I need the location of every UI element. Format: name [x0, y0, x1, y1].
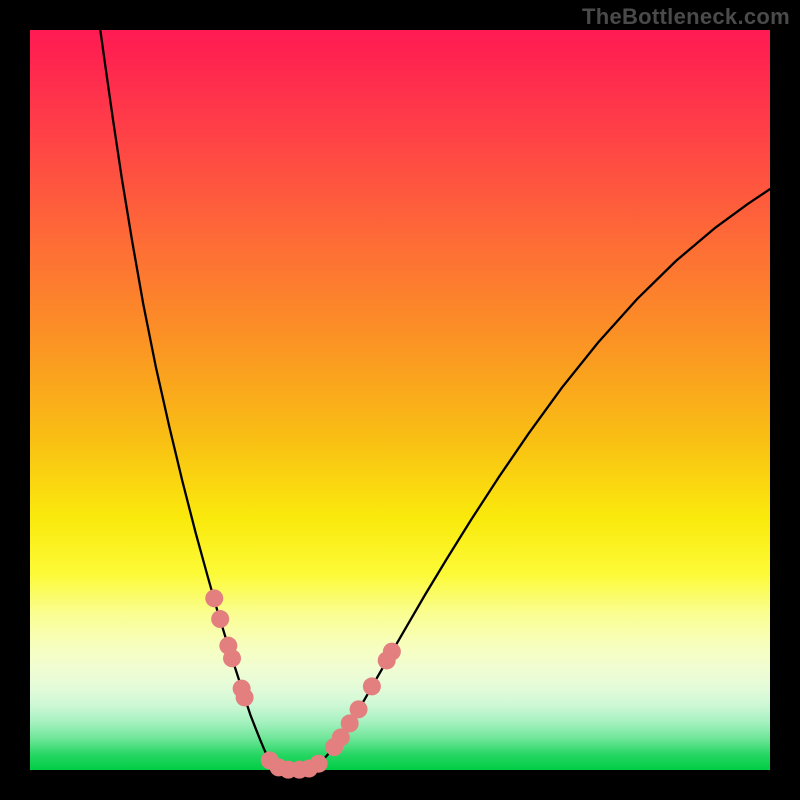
marker-dot	[205, 589, 223, 607]
marker-dot	[363, 677, 381, 695]
bottleneck-chart: TheBottleneck.com	[0, 0, 800, 800]
marker-dot	[236, 688, 254, 706]
marker-dot	[383, 643, 401, 661]
marker-dot	[350, 700, 368, 718]
plot-background	[30, 30, 770, 770]
watermark-text: TheBottleneck.com	[582, 4, 790, 30]
chart-svg	[0, 0, 800, 800]
marker-dot	[211, 610, 229, 628]
marker-dot	[223, 649, 241, 667]
marker-dot	[310, 755, 328, 773]
